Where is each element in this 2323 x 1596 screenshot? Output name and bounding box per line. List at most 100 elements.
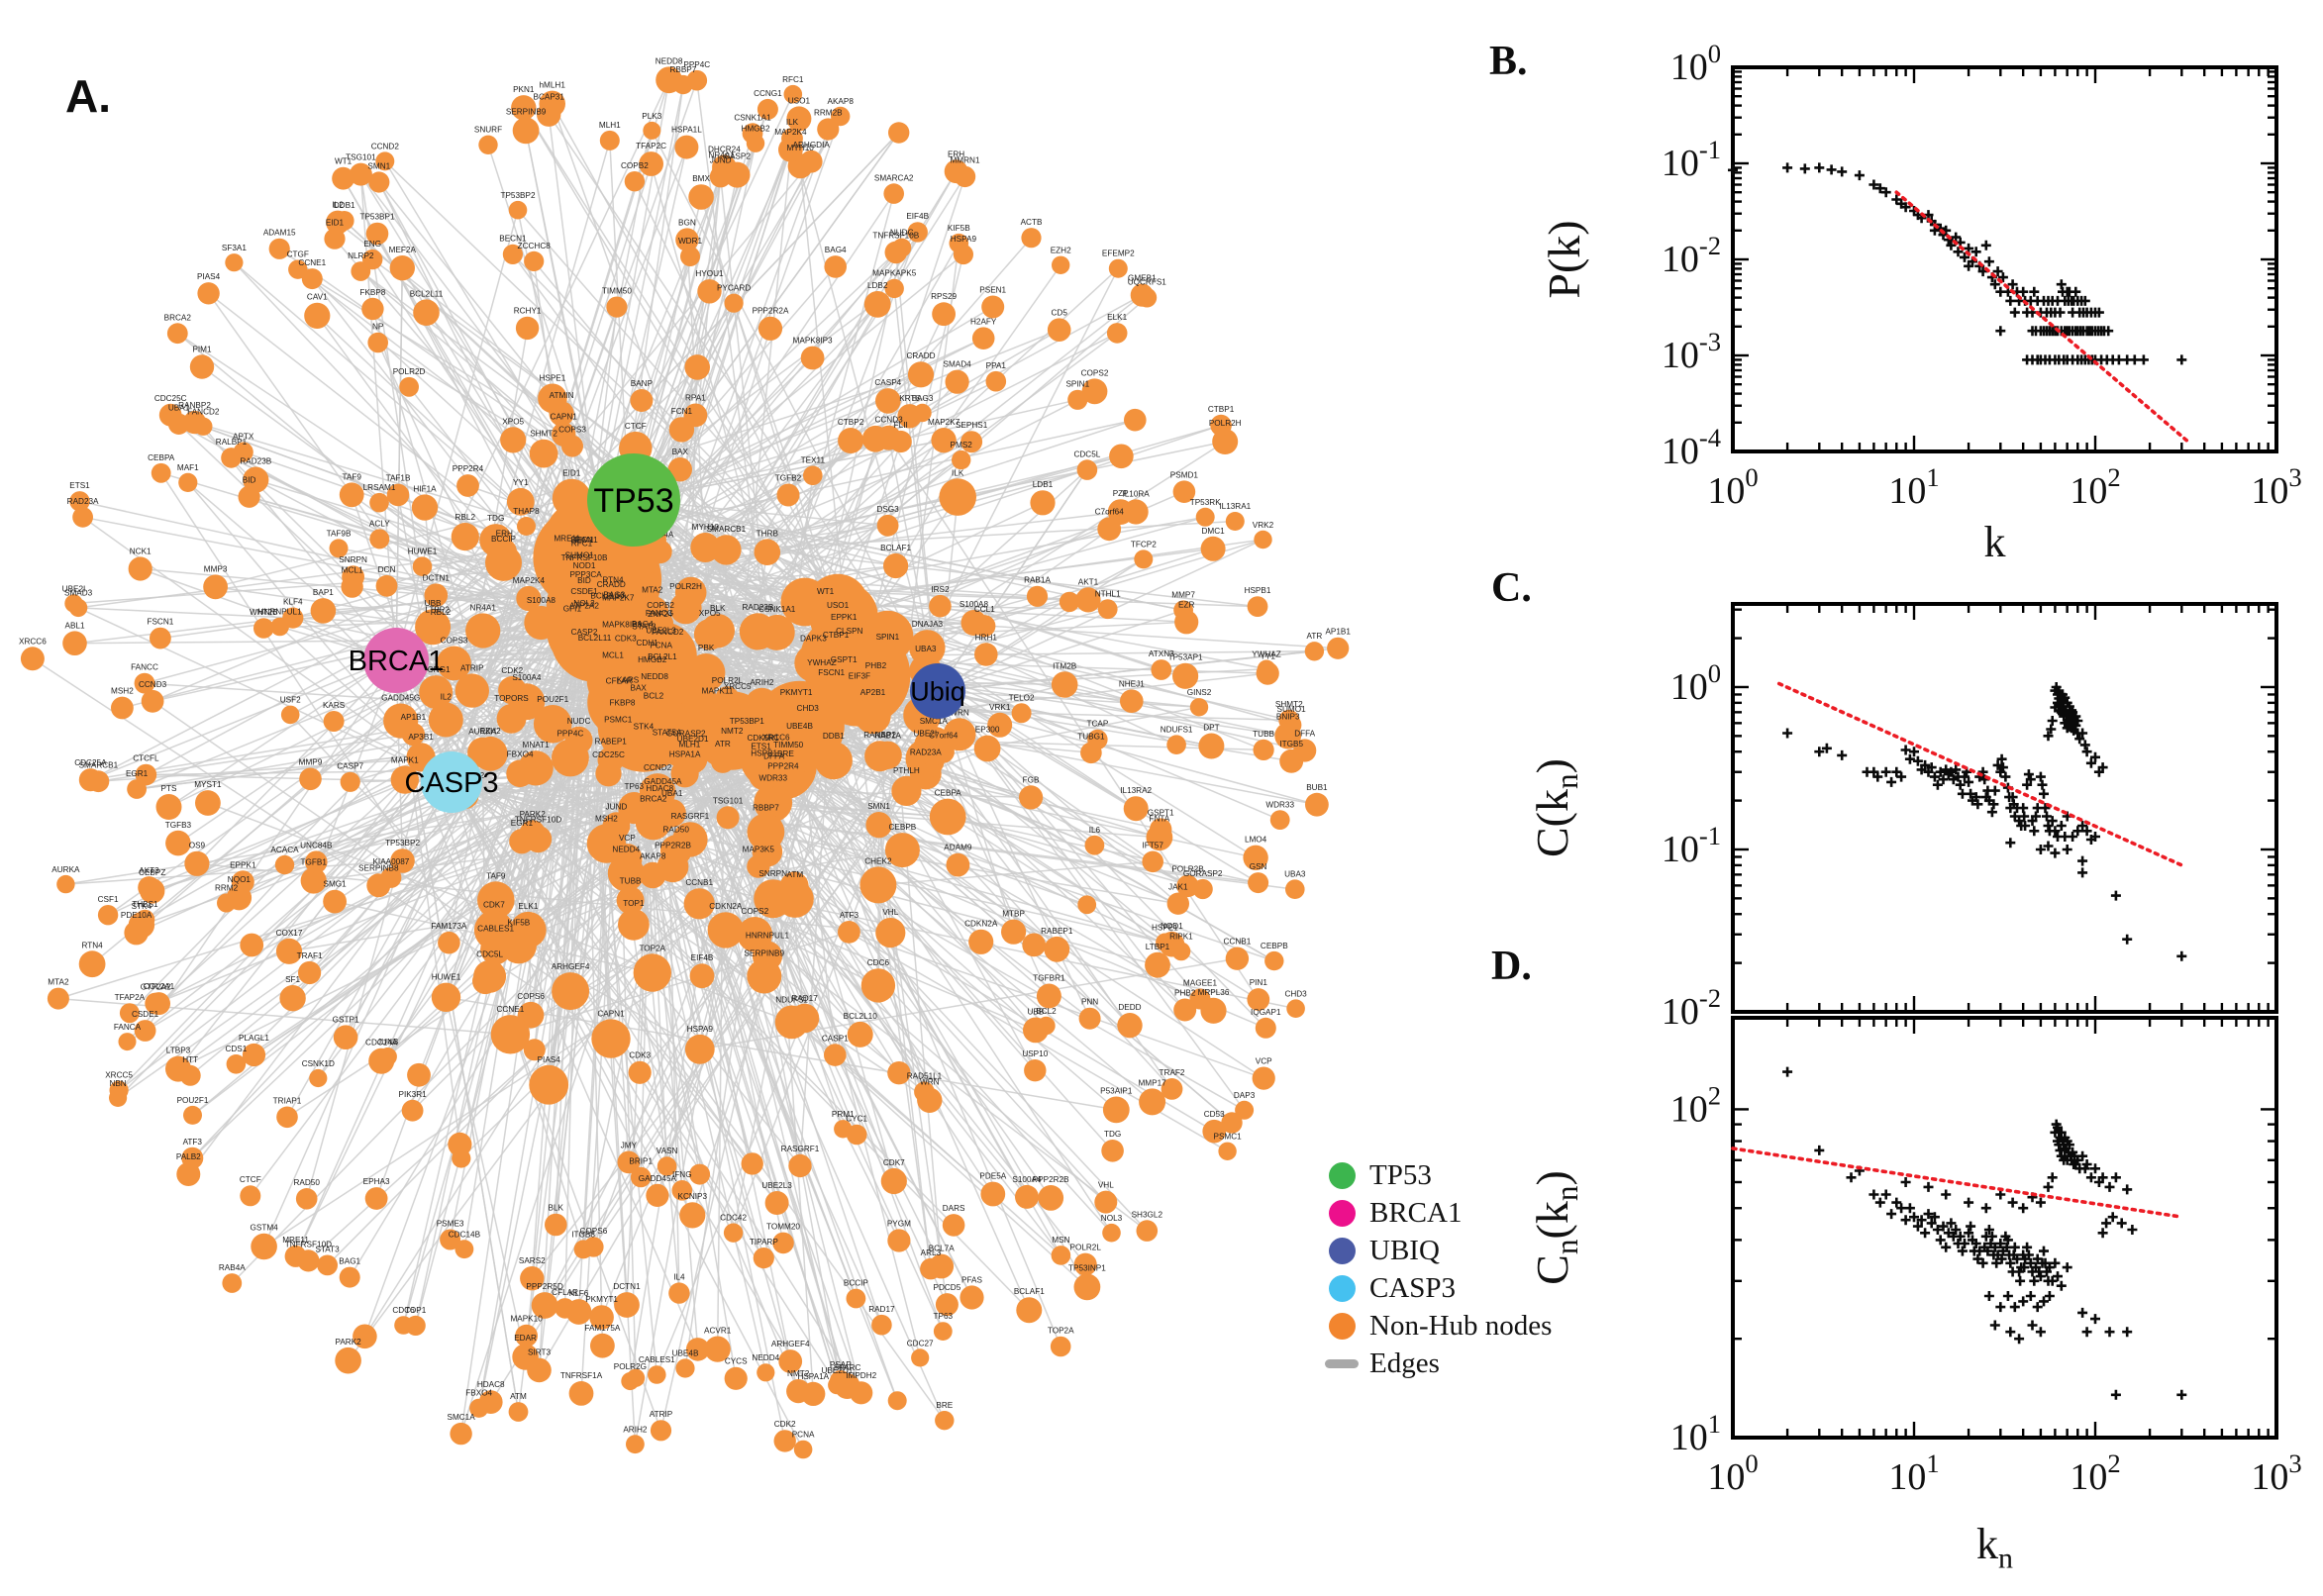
network-node xyxy=(1075,587,1101,613)
gene-label: GSPT1 xyxy=(831,655,858,664)
gene-label: ELK1 xyxy=(1107,313,1127,322)
gene-label: OS9 xyxy=(189,842,206,850)
gene-label: BCL2L10 xyxy=(844,1012,878,1021)
gene-label: COPS6 xyxy=(517,992,545,1001)
gene-label: SMC1A xyxy=(920,717,949,726)
network-node xyxy=(1139,1088,1166,1116)
network-node xyxy=(252,618,274,639)
network-node xyxy=(340,771,360,792)
network-node xyxy=(1264,950,1284,971)
network-node xyxy=(270,617,289,637)
network-node xyxy=(724,1366,748,1390)
gene-label: PSMC1 xyxy=(604,716,633,725)
gene-label: NEDD8 xyxy=(641,672,668,681)
gene-label: COPS6 xyxy=(580,1227,608,1236)
plot-frame xyxy=(1731,1016,2278,1440)
gene-label: BAG4 xyxy=(632,620,654,629)
gene-label: CD53 xyxy=(1204,1110,1225,1119)
network-node xyxy=(1134,549,1154,569)
network-node xyxy=(524,605,558,641)
gene-label: BCLAF1 xyxy=(1014,1287,1045,1296)
tick-label: 10-3 xyxy=(1662,327,1721,376)
gene-label: TP53BP1 xyxy=(359,213,394,222)
gene-label: NOD1 xyxy=(1161,922,1183,931)
network-edge xyxy=(395,210,519,661)
network-node xyxy=(689,963,715,989)
gene-label: JMY xyxy=(621,1142,638,1150)
network-node xyxy=(1120,689,1144,713)
network-edge xyxy=(622,548,1214,626)
network-node xyxy=(883,552,909,579)
tick-label: 101 xyxy=(1888,462,1939,512)
gene-label: MAGEE1 xyxy=(1183,978,1218,987)
hub-label-tp53: TP53 xyxy=(593,482,673,520)
network-node xyxy=(1252,1066,1275,1090)
network-node xyxy=(233,442,253,462)
network-node xyxy=(1225,947,1250,970)
network-node xyxy=(987,712,1013,738)
network-node xyxy=(195,790,221,816)
network-node xyxy=(56,874,75,894)
gene-label: NEDD4 xyxy=(752,1353,779,1362)
gene-label: RAD23A xyxy=(910,748,942,757)
gene-label: VHL xyxy=(882,908,898,917)
gene-label: CASP4 xyxy=(874,378,901,387)
gene-label: ATRIP xyxy=(460,663,484,672)
gene-label: RAB1A xyxy=(1024,576,1051,585)
gene-label: ELK1 xyxy=(518,902,538,911)
network-node xyxy=(589,1305,614,1330)
network-node xyxy=(1253,739,1274,761)
gene-label: UBE2D1 xyxy=(821,1366,853,1375)
network-node xyxy=(933,1322,953,1341)
gene-label: MAPK11 xyxy=(702,687,734,696)
gene-label: GINS2 xyxy=(1187,688,1212,697)
network-node xyxy=(960,610,987,636)
network-edge xyxy=(661,655,1292,762)
network-node xyxy=(971,327,995,350)
network-node xyxy=(614,1292,640,1318)
network-node xyxy=(342,565,364,588)
network-node xyxy=(838,428,864,453)
gene-label: RANBP2 xyxy=(178,401,211,410)
network-node xyxy=(552,478,591,518)
gene-label: IFNG xyxy=(672,1170,692,1179)
legend-item-brca1: BRCA1 xyxy=(1329,1197,1552,1229)
network-edge xyxy=(378,181,635,501)
gene-label: UBE2L3 xyxy=(646,627,676,636)
gene-label: PIM1 xyxy=(192,345,212,353)
gene-label: RPS29 xyxy=(931,292,957,301)
network-node xyxy=(448,1132,472,1156)
network-legend: TP53 BRCA1 UBIQ CASP3 Non-Hub nodes Edges xyxy=(1325,1159,1552,1379)
hub-node-casp3 xyxy=(421,751,482,813)
tick-label: 10-1 xyxy=(1662,821,1721,870)
network-edge xyxy=(32,657,612,1040)
gene-label: SERPINB8 xyxy=(358,863,399,872)
network-node xyxy=(847,1021,873,1047)
network-edge xyxy=(895,251,939,692)
gene-label: CHEK2 xyxy=(864,856,892,865)
axis-ticks xyxy=(1731,604,2278,1014)
gene-label: ACACA xyxy=(270,846,299,854)
gene-label: VHL xyxy=(1098,1181,1114,1190)
gene-label: POLR2D xyxy=(393,367,426,376)
network-node xyxy=(1243,845,1268,870)
network-node xyxy=(781,128,803,150)
gene-label: CCNE1 xyxy=(497,1005,525,1014)
gene-label: PDE5A xyxy=(979,1172,1006,1181)
network-node xyxy=(929,798,966,836)
network-node xyxy=(630,1166,652,1188)
gene-label: XRCC5 xyxy=(724,682,752,691)
gene-label: UBE2D1 xyxy=(677,735,709,744)
network-node xyxy=(838,921,860,944)
gene-label: KIF5B xyxy=(508,918,531,927)
gene-label: PSAP xyxy=(830,1360,852,1369)
gene-label: XPO5 xyxy=(502,417,524,426)
gene-label: TNFRSF10B xyxy=(872,232,919,241)
gene-label: CDC14A xyxy=(365,1039,398,1047)
network-edge xyxy=(614,564,896,596)
gene-label: GORASP2 xyxy=(1183,869,1223,878)
gene-label: IL10RA xyxy=(1122,489,1150,498)
network-node xyxy=(1011,703,1032,724)
network-node xyxy=(891,775,922,807)
gene-label: SERPINB9 xyxy=(506,108,547,117)
